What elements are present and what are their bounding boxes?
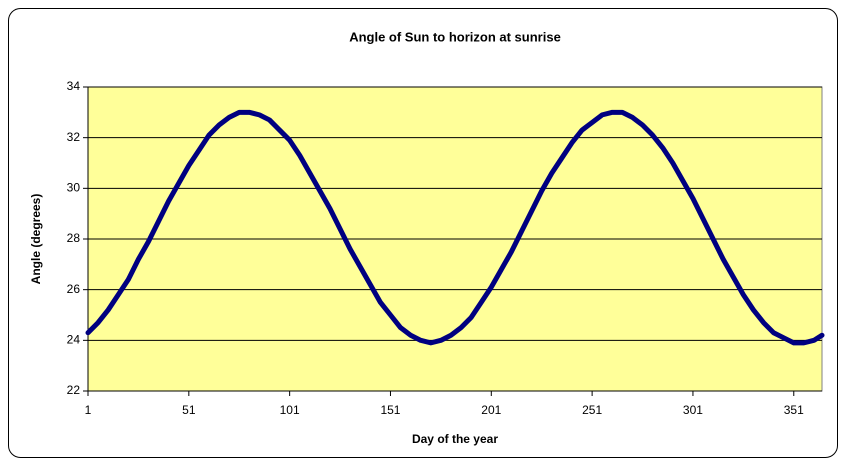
x-tick-label: 1 — [85, 403, 92, 417]
y-tick-label: 30 — [67, 181, 81, 195]
y-tick-label: 24 — [67, 333, 81, 347]
y-tick-label: 22 — [67, 383, 81, 397]
y-tick-label: 32 — [67, 130, 81, 144]
y-tick-label: 28 — [67, 231, 81, 245]
x-tick-label: 301 — [683, 403, 703, 417]
x-tick-label: 151 — [380, 403, 400, 417]
y-tick-label: 34 — [67, 79, 81, 93]
x-axis-label: Day of the year — [412, 432, 498, 446]
x-tick-label: 101 — [280, 403, 300, 417]
x-tick-label: 251 — [582, 403, 602, 417]
x-tick-label: 51 — [182, 403, 196, 417]
data-line — [85, 109, 825, 346]
y-axis-label: Angle (degrees) — [29, 194, 43, 285]
x-tick-label: 201 — [481, 403, 501, 417]
chart-title: Angle of Sun to horizon at sunrise — [349, 29, 561, 44]
y-tick-label: 26 — [67, 282, 81, 296]
x-tick-label: 351 — [784, 403, 804, 417]
